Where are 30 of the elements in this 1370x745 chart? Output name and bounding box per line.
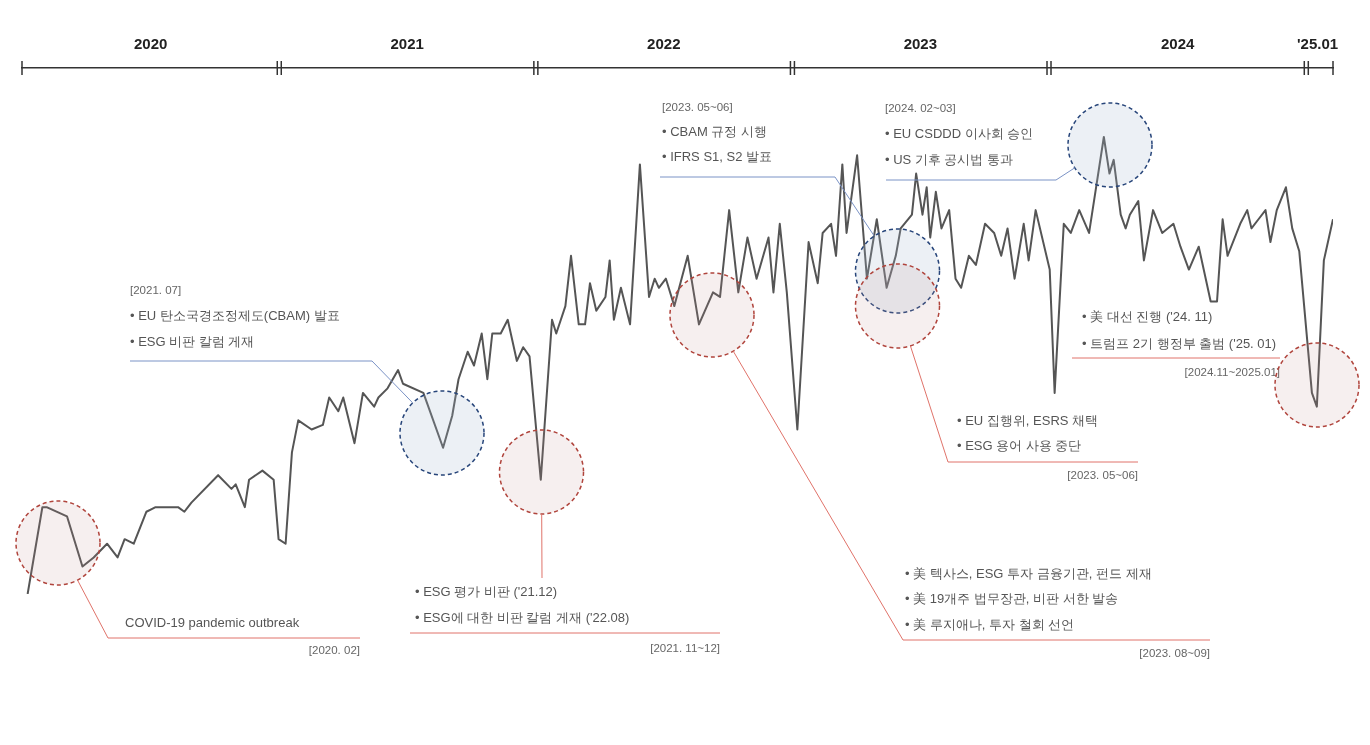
annotation: • 트럼프 2기 행정부 출범 ('25. 01) bbox=[1082, 336, 1277, 351]
annotation: • EU CSDDD 이사회 승인 bbox=[885, 126, 1034, 141]
text: [2024. 02~03] bbox=[885, 102, 956, 114]
text: [2023. 08~09] bbox=[1139, 647, 1210, 659]
annotation: [2023. 05~06] bbox=[1067, 469, 1138, 481]
annotation: [2021. 07] bbox=[130, 284, 182, 296]
text: [2020. 02] bbox=[308, 644, 360, 656]
x-tick-label: 2023 bbox=[903, 35, 938, 53]
x-tick-label: 2022 bbox=[647, 35, 681, 53]
annotation: • EU 집행위, ESRS 채택 bbox=[957, 413, 1099, 428]
text: [2023. 05~06] bbox=[662, 101, 733, 113]
annotation: • ESG 비판 칼럼 게재 bbox=[130, 334, 255, 349]
x-tick-label: 2024 bbox=[1160, 35, 1195, 53]
x-tick-label: 2020 bbox=[133, 35, 168, 53]
annotation: • ESG 용어 사용 중단 bbox=[957, 438, 1082, 453]
annotation: [2024.11~2025.01] bbox=[1184, 366, 1280, 378]
x-tick-label: '25.01 bbox=[1296, 35, 1339, 53]
annotation: • ESG 평가 비판 ('21.12) bbox=[415, 584, 558, 599]
text: COVID-19 pandemic outbreak bbox=[125, 615, 300, 630]
annotation: • IFRS S1, S2 발표 bbox=[662, 149, 773, 164]
x-tick-label: 2021 bbox=[390, 35, 424, 53]
annotation: • CBAM 규정 시행 bbox=[662, 124, 767, 139]
annotation: • 美 텍사스, ESG 투자 금융기관, 펀드 제재 bbox=[905, 566, 1152, 581]
text: [2021. 11~12] bbox=[650, 642, 720, 654]
annotation: • EU 탄소국경조정제도(CBAM) 발표 bbox=[130, 308, 340, 323]
annotation: • 美 19개주 법무장관, 비판 서한 발송 bbox=[905, 591, 1119, 606]
annotation: • 美 대선 진행 ('24. 11) bbox=[1082, 309, 1213, 324]
text: • 美 루지애나, 투자 철회 선언 bbox=[905, 617, 1075, 632]
text: • ESG에 대한 비판 칼럼 게재 ('22.08) bbox=[415, 610, 630, 625]
annotation: • US 기후 공시법 통과 bbox=[885, 152, 1014, 167]
